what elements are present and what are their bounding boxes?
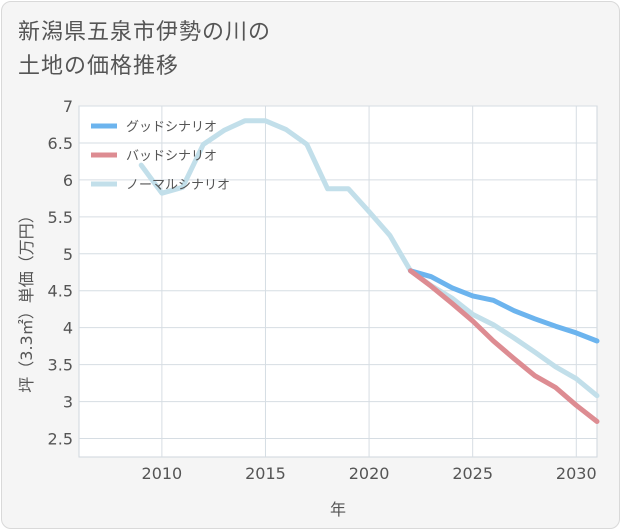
y-tick-label: 5.5 xyxy=(48,208,73,227)
y-tick-label: 3 xyxy=(63,393,73,412)
series-line-2 xyxy=(138,118,600,399)
legend-label-2: ノーマルシナリオ xyxy=(126,178,230,193)
y-tick-label: 3.5 xyxy=(48,356,73,375)
series-line-0 xyxy=(408,268,600,344)
chart-title-line-2: 土地の価格推移 xyxy=(18,54,180,79)
y-tick-label: 7 xyxy=(63,97,73,116)
plot-area xyxy=(78,105,598,458)
grid-lines xyxy=(79,105,597,457)
x-tick-label: 2025 xyxy=(452,464,493,483)
y-tick-label: 6 xyxy=(63,171,73,190)
series-line-1 xyxy=(408,268,600,424)
y-tick-label: 2.5 xyxy=(48,430,73,449)
y-tick-label: 5 xyxy=(63,245,73,264)
y-tick-label: 4.5 xyxy=(48,282,73,301)
y-axis-ticks: 2.5 3 3.5 4 4.5 5 5.5 6 6.5 7 xyxy=(48,97,73,449)
series-lines xyxy=(138,118,600,424)
x-tick-label: 2015 xyxy=(245,464,286,483)
y-axis-label: 坪（3.3㎡）単価（万円） xyxy=(17,207,36,392)
x-tick-label: 2030 xyxy=(556,464,597,483)
x-axis-ticks: 2010 2015 2020 2025 2030 xyxy=(142,464,597,483)
chart-title: 新潟県五泉市伊勢の川の 土地の価格推移 xyxy=(18,16,271,84)
y-tick-label: 4 xyxy=(63,319,73,338)
y-tick-label: 6.5 xyxy=(48,134,73,153)
x-tick-label: 2010 xyxy=(142,464,183,483)
x-axis-label: 年 xyxy=(330,500,346,519)
legend-label-0: グッドシナリオ xyxy=(126,120,217,135)
legend-label-1: バッドシナリオ xyxy=(126,149,217,164)
chart-title-line-1: 新潟県五泉市伊勢の川の xyxy=(18,20,272,45)
x-tick-label: 2020 xyxy=(349,464,390,483)
